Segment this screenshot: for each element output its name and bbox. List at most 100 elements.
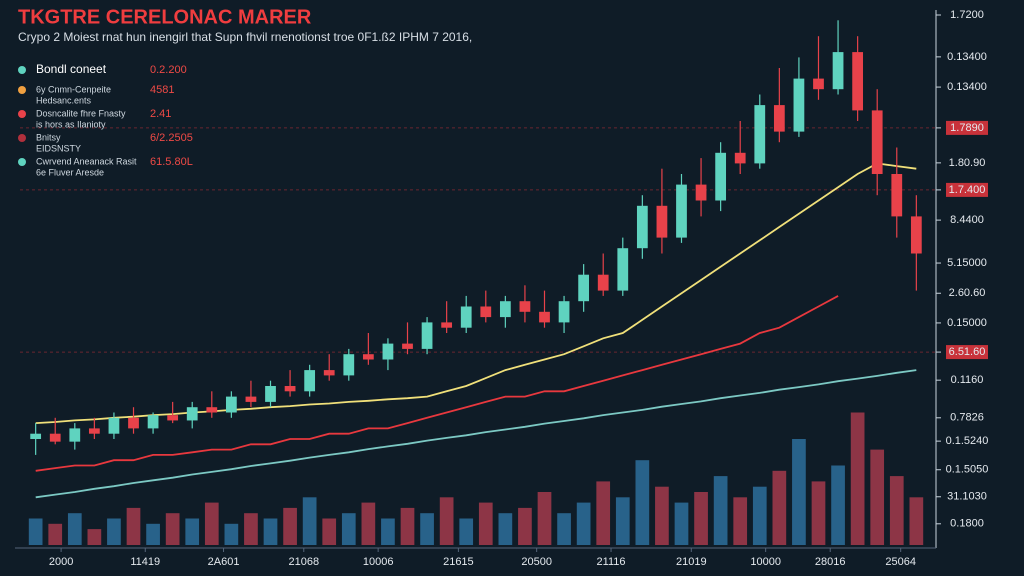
legend-marker: [18, 86, 26, 94]
volume-bar: [400, 507, 415, 545]
y-tick-label: 0.15000: [947, 317, 987, 329]
candle-body: [108, 417, 120, 434]
volume-bar: [381, 518, 395, 545]
candle-body: [734, 152, 746, 164]
x-tick-label: 21116: [597, 556, 626, 568]
volume-bar: [420, 513, 434, 545]
line-series: [35, 162, 917, 424]
y-tick-label: 0.1800: [950, 518, 984, 530]
volume-bar: [518, 507, 532, 545]
volume-bar: [224, 523, 239, 545]
x-tick-label: 11419: [130, 556, 160, 568]
volume-bar: [537, 492, 552, 545]
candle-body: [480, 306, 492, 318]
volume-bar: [635, 460, 650, 545]
legend-label: 6e Fluver Aresde: [36, 167, 104, 177]
candle-body: [617, 248, 629, 291]
candle-body: [128, 417, 139, 429]
volume-bar: [244, 513, 258, 545]
candle-body: [891, 174, 903, 217]
tick-highlight: [946, 345, 988, 360]
tick-highlight: [946, 182, 988, 197]
volume-bar: [126, 507, 141, 545]
volume-bar: [48, 523, 63, 545]
candle-body: [265, 386, 276, 402]
candle-body: [362, 354, 374, 360]
line-series: [35, 295, 839, 472]
volume-bar: [165, 513, 180, 545]
y-tick-label: 6.51.60: [949, 346, 986, 358]
candle-body: [147, 415, 159, 429]
candle-body: [695, 184, 707, 201]
legend-marker: [18, 158, 26, 166]
volume-bar: [694, 492, 708, 545]
x-tick-label: 21068: [288, 556, 319, 568]
volume-bar: [596, 481, 611, 545]
candle-body: [793, 78, 805, 132]
volume-bar: [107, 518, 121, 545]
volume-bar: [185, 518, 200, 545]
candle-body: [69, 428, 81, 442]
volume-bar: [146, 523, 160, 545]
volume-bar: [263, 518, 278, 545]
candle-body: [578, 274, 590, 302]
chart-title: TKGTRE CERELONAC MARER: [18, 6, 312, 28]
x-tick-label: 10000: [750, 556, 781, 568]
volume-bar: [283, 507, 297, 545]
y-tick-label: 0.7826: [950, 412, 984, 424]
legend-label: Hedsanc.ents: [36, 95, 92, 105]
y-tick-label: 0.1160: [951, 374, 984, 386]
candle-body: [421, 322, 433, 349]
x-tick-label: 25064: [885, 556, 916, 568]
candle-body: [167, 415, 179, 421]
candle-body: [382, 343, 394, 360]
volume-bar: [87, 529, 102, 545]
volume-bar: [478, 502, 493, 545]
volume-bar: [322, 518, 337, 545]
volume-bar: [772, 470, 787, 545]
candle-body: [323, 370, 335, 376]
y-tick-label: 5.15000: [947, 257, 987, 269]
legend-marker: [18, 110, 26, 118]
x-tick-label: 20500: [521, 556, 552, 568]
volume-bar: [557, 513, 571, 545]
candle-body: [558, 301, 570, 323]
volume-bar: [850, 412, 865, 545]
volume-bar: [459, 518, 474, 545]
candle-body: [460, 306, 472, 328]
candle-body: [676, 184, 687, 238]
legend-value: 4581: [150, 84, 174, 96]
x-tick-label: 21019: [676, 556, 707, 568]
volume-bar: [498, 513, 513, 545]
y-tick-label: 0.1.5240: [946, 435, 989, 447]
candle-body: [30, 433, 42, 439]
candle-body: [597, 274, 609, 291]
candle-body: [910, 216, 922, 254]
volume-bar: [28, 518, 43, 545]
legend-value: 2.41: [150, 108, 171, 120]
candle-body: [186, 407, 198, 421]
legend-label: Cwrvend Aneanack Rasit: [36, 156, 137, 166]
volume-bar: [831, 465, 845, 545]
volume-bar: [792, 439, 806, 545]
volume-bar: [811, 481, 826, 545]
candle-body: [813, 78, 824, 90]
legend-label: is hors as Ilanioty: [36, 119, 106, 129]
volume-bar: [204, 502, 219, 545]
y-tick-label: 31.1030: [947, 491, 987, 503]
volume-bar: [302, 497, 317, 545]
legend-label: Dosncalite fhre Fnasty: [36, 108, 126, 118]
y-tick-label: 8.4400: [950, 214, 984, 226]
y-tick-label: 0.13400: [947, 51, 987, 63]
legend-marker: [18, 66, 26, 74]
y-tick-label: 1.7200: [950, 9, 984, 21]
candle-body: [88, 428, 100, 434]
volume-bar: [655, 486, 669, 545]
y-tick-label: 0.1.5050: [946, 464, 989, 476]
tick-highlight: [946, 120, 988, 135]
candle-body: [225, 396, 237, 413]
volume-bar: [576, 502, 591, 545]
x-tick-label: 10006: [363, 556, 394, 568]
candle-body: [636, 205, 648, 249]
